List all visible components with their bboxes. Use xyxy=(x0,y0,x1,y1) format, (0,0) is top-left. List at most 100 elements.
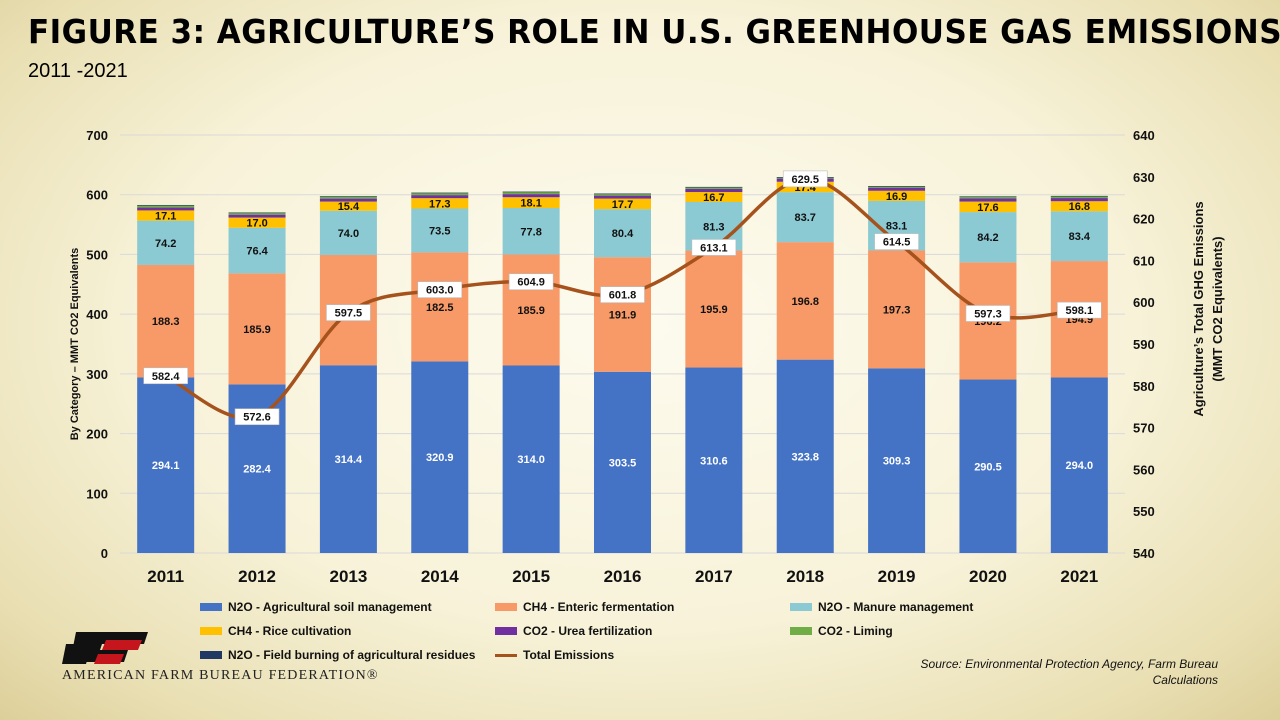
y2-tick-label: 560 xyxy=(1133,462,1155,477)
bar-segment xyxy=(685,187,743,189)
y2-tick-label: 610 xyxy=(1133,253,1155,268)
bar-segment xyxy=(137,264,195,378)
bar-segment xyxy=(868,186,926,188)
line-label-box xyxy=(874,233,919,250)
bar-segment xyxy=(502,208,560,255)
bar-data-label: 290.5 xyxy=(974,461,1002,473)
legend-line-swatch xyxy=(495,653,517,657)
bar-data-label: 314.4 xyxy=(335,454,363,466)
legend-swatch xyxy=(200,651,222,659)
bar-data-label: 320.9 xyxy=(426,452,454,464)
bar-segment xyxy=(411,198,469,209)
line-label-box xyxy=(1057,301,1102,319)
legend-item: N2O - Manure management xyxy=(790,600,973,614)
y-tick-label: 600 xyxy=(86,188,108,203)
bar-data-label: 191.9 xyxy=(609,309,637,321)
legend-label: N2O - Field burning of agricultural resi… xyxy=(228,648,476,662)
legend-item: CH4 - Rice cultivation xyxy=(200,624,351,638)
bar-segment xyxy=(319,365,377,553)
y2-tick-label: 600 xyxy=(1133,295,1155,310)
line-label-box xyxy=(326,304,371,321)
bar-segment xyxy=(868,368,926,553)
legend-swatch xyxy=(790,627,812,635)
bar-data-label: 74.2 xyxy=(155,238,176,250)
source-note: Source: Environmental Protection Agency,… xyxy=(920,657,1218,687)
x-tick-label: 2020 xyxy=(969,567,1007,586)
org-name: AMERICAN FARM BUREAU FEDERATION® xyxy=(62,668,379,683)
bar-segment xyxy=(319,196,377,199)
bar-data-label: 185.9 xyxy=(243,324,271,336)
y2-tick-label: 630 xyxy=(1133,170,1155,185)
bar-segment xyxy=(228,212,286,215)
bar-data-label: 282.4 xyxy=(243,464,271,476)
bar-data-label: 18.1 xyxy=(520,198,541,210)
bar-segment xyxy=(411,252,469,362)
bar-segment xyxy=(228,273,286,385)
legend-label: CH4 - Enteric fermentation xyxy=(523,600,675,614)
line-data-label: 604.9 xyxy=(517,277,545,289)
bar-segment xyxy=(685,367,743,553)
bar-segment xyxy=(137,204,195,206)
legend-item: CO2 - Urea fertilization xyxy=(495,624,652,638)
bar-segment xyxy=(502,365,560,553)
bar-segment xyxy=(137,210,195,221)
bar-segment xyxy=(411,192,469,196)
legend-swatch xyxy=(495,603,517,611)
bar-data-label: 83.4 xyxy=(1069,231,1091,243)
x-tick-label: 2015 xyxy=(512,567,550,586)
legend-label: Total Emissions xyxy=(523,648,615,662)
line-label-box xyxy=(965,305,1011,322)
bar-segment xyxy=(411,195,469,199)
bar-segment xyxy=(228,212,286,214)
bar-segment xyxy=(411,192,469,194)
legend-label: N2O - Manure management xyxy=(818,600,974,614)
bar-data-label: 17.7 xyxy=(612,199,633,211)
bar-segment xyxy=(1050,211,1108,262)
y2-tick-label: 590 xyxy=(1133,337,1155,352)
bar-data-label: 294.1 xyxy=(152,460,180,472)
bar-segment xyxy=(1050,261,1108,378)
x-tick-label: 2012 xyxy=(238,567,276,586)
bar-segment xyxy=(594,198,651,210)
bar-segment xyxy=(959,196,1017,197)
bar-data-label: 17.0 xyxy=(246,218,267,230)
bar-data-label: 17.6 xyxy=(977,202,998,214)
bar-segment xyxy=(502,191,560,193)
legend-swatch xyxy=(790,603,812,611)
bar-segment xyxy=(411,208,469,253)
bar-segment xyxy=(1050,201,1108,212)
line-data-label: 629.5 xyxy=(791,174,819,186)
x-tick-label: 2019 xyxy=(878,567,916,586)
bar-data-label: 197.3 xyxy=(883,304,911,316)
y2-axis-title: Agriculture’s Total GHG Emissions xyxy=(1191,201,1206,416)
page-subtitle: 2011 -2021 xyxy=(28,60,128,82)
legend-label: N2O - Agricultural soil management xyxy=(228,600,432,614)
bar-segment xyxy=(594,209,651,258)
legend-swatch xyxy=(495,627,517,635)
y-tick-label: 0 xyxy=(101,546,108,561)
legend-item: CH4 - Enteric fermentation xyxy=(495,600,674,614)
bar-data-label: 83.1 xyxy=(886,221,907,233)
line-data-label: 572.6 xyxy=(243,412,271,424)
bar-data-label: 16.9 xyxy=(886,191,907,203)
bar-segment xyxy=(776,192,834,243)
bar-segment xyxy=(685,192,743,202)
legend-label: CO2 - Liming xyxy=(818,624,893,638)
y-tick-label: 100 xyxy=(86,486,108,501)
bar-data-label: 74.0 xyxy=(338,228,359,240)
bar-segment xyxy=(319,196,377,197)
bar-segment xyxy=(411,361,469,553)
bar-segment xyxy=(594,371,651,553)
x-tick-label: 2013 xyxy=(329,567,367,586)
y2-tick-label: 570 xyxy=(1133,421,1155,436)
page-title: FIGURE 3: AGRICULTURE’S ROLE IN U.S. GRE… xyxy=(28,12,1280,51)
x-tick-label: 2017 xyxy=(695,567,733,586)
y2-tick-label: 540 xyxy=(1133,546,1155,561)
x-tick-label: 2021 xyxy=(1060,567,1098,586)
bar-data-label: 323.8 xyxy=(791,451,819,463)
bar-segment xyxy=(594,193,651,196)
bar-segment xyxy=(228,217,286,228)
bar-data-label: 196.8 xyxy=(791,296,819,308)
bar-data-label: 15.4 xyxy=(338,201,360,213)
